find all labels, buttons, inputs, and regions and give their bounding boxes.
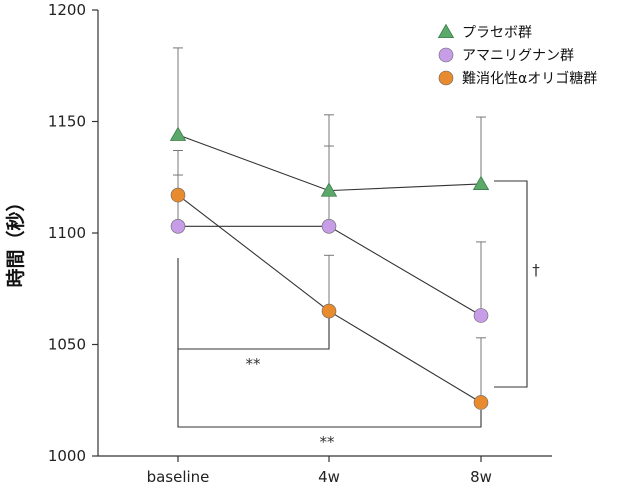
legend-marker (438, 47, 454, 63)
data-point (473, 308, 489, 323)
data-point (473, 395, 489, 410)
x-tick-label: baseline (147, 468, 210, 486)
data-point (472, 175, 490, 190)
data-point (321, 303, 337, 319)
y-tick-label: 1100 (48, 224, 86, 242)
y-axis-title: 時間（秒） (4, 192, 27, 287)
x-tick-label: 4w (318, 468, 340, 486)
significance-label: ** (320, 433, 336, 451)
legend-label: アマニリグナン群 (462, 48, 574, 64)
y-tick-label: 1050 (48, 336, 86, 354)
bracket-8w (494, 180, 528, 388)
axes: 1000 1050 1100 1150 1200 baseline 4w 8w (48, 1, 552, 486)
data-markers (169, 126, 490, 410)
bracket-baseline-8w (177, 349, 482, 428)
data-point (170, 187, 186, 203)
legend-label: プラセボ群 (462, 25, 532, 41)
legend-marker (438, 70, 454, 86)
significance-label: ** (246, 355, 262, 373)
data-point (169, 126, 187, 141)
error-bars (173, 47, 486, 403)
bracket-baseline-4w (177, 258, 330, 350)
data-point (170, 219, 186, 234)
legend-marker (437, 23, 455, 39)
y-tick-label: 1150 (48, 113, 86, 131)
significance-brackets: ** ** † (177, 180, 540, 451)
data-point (320, 182, 338, 197)
data-point (321, 219, 337, 234)
y-tick-label: 1200 (48, 1, 86, 19)
legend-label: 難消化性αオリゴ糖群 (462, 70, 597, 87)
x-tick-label: 8w (470, 468, 492, 486)
y-tick-label: 1000 (48, 447, 86, 465)
significance-label: † (532, 261, 540, 279)
